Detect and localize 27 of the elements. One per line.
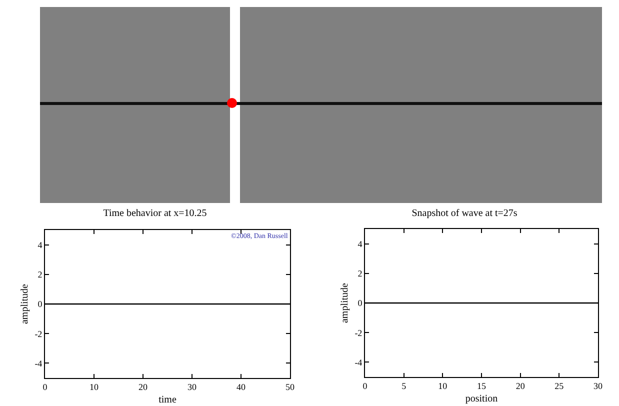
x-axis-title: position bbox=[465, 393, 498, 404]
y-tick-label: 4 bbox=[38, 240, 43, 250]
y-tick-label: 2 bbox=[358, 268, 362, 279]
x-tick-label: 25 bbox=[554, 380, 564, 391]
y-tick-label: 0 bbox=[38, 299, 43, 310]
y-axis-title: amplitude bbox=[340, 282, 351, 323]
chart-title: Time behavior at x=10.25 bbox=[103, 208, 207, 219]
x-tick-label: 15 bbox=[477, 380, 486, 391]
y-tick-label: -2 bbox=[34, 328, 42, 339]
y-tick-label: -4 bbox=[354, 357, 363, 368]
x-tick-label: 10 bbox=[438, 380, 448, 391]
x-axis-title: time bbox=[158, 394, 177, 406]
y-tick-label: 0 bbox=[358, 298, 363, 308]
x-tick-label: 20 bbox=[138, 382, 148, 392]
y-tick-label: 4 bbox=[358, 238, 363, 249]
chart-title: Snapshot of wave at t=27s bbox=[412, 208, 518, 219]
x-tick-label: 30 bbox=[188, 382, 197, 392]
x-tick-label: 40 bbox=[236, 382, 246, 392]
x-tick-label: 5 bbox=[402, 380, 407, 391]
y-tick-label: 2 bbox=[38, 270, 42, 280]
y-tick-label: -4 bbox=[34, 358, 43, 368]
x-tick-label: 20 bbox=[516, 380, 526, 391]
x-tick-label: 30 bbox=[594, 380, 603, 391]
x-tick-label: 10 bbox=[90, 382, 99, 392]
x-tick-label: 50 bbox=[286, 382, 295, 392]
y-axis-title: amplitude bbox=[20, 283, 31, 324]
y-tick-label: -2 bbox=[354, 328, 362, 338]
